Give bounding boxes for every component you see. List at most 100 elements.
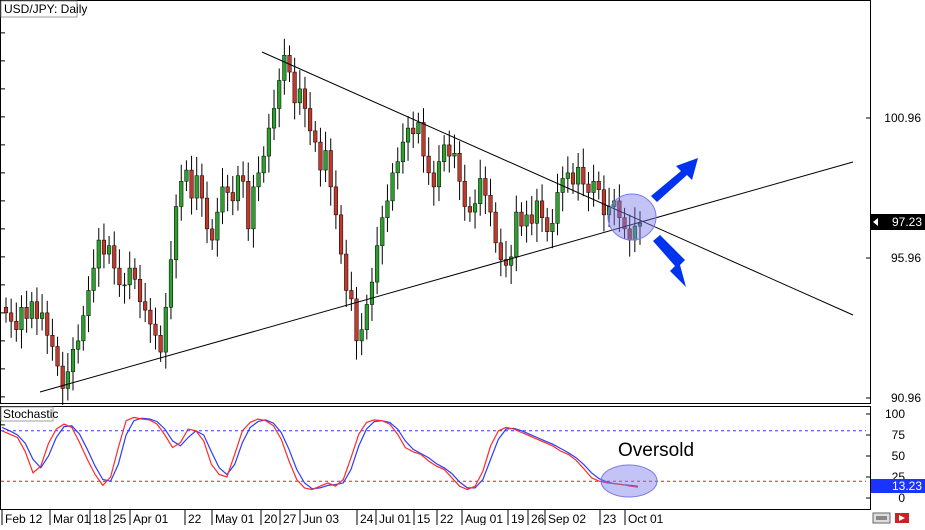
- scroll-icon[interactable]: [872, 512, 891, 524]
- current-price: 97.23: [892, 215, 922, 229]
- candle-body: [498, 242, 503, 260]
- candle-body: [452, 153, 457, 157]
- up-arrow-icon: [651, 158, 698, 202]
- candle-body: [158, 335, 163, 353]
- candle-body: [225, 186, 230, 193]
- oversold-highlight: [600, 464, 658, 498]
- candle-body: [65, 371, 70, 389]
- candle-body: [359, 329, 364, 342]
- chart-title: USD/JPY: Daily: [4, 2, 87, 16]
- candle-body: [127, 267, 132, 286]
- candle-body: [112, 245, 117, 269]
- candle-body: [395, 161, 400, 174]
- candle-body: [529, 214, 534, 224]
- candle-body: [132, 267, 137, 280]
- time-tick-label: Jul 01: [379, 512, 411, 525]
- price-tick-label: 100.96: [884, 111, 921, 125]
- candle-body: [189, 169, 194, 199]
- candle-body: [148, 309, 153, 325]
- stoch-tick-label: 50: [892, 449, 906, 463]
- time-tick-label: 22: [440, 512, 454, 525]
- candle-body: [570, 172, 576, 185]
- candle-body: [308, 108, 313, 132]
- stoch-current-value: 13.23: [892, 479, 922, 493]
- time-tick-label: Feb 12: [5, 512, 43, 525]
- candle-body: [230, 192, 235, 202]
- candle-body: [400, 141, 405, 162]
- time-tick-label: Mar 01: [53, 512, 91, 525]
- time-tick-label: 22: [188, 512, 202, 525]
- candle-body: [122, 284, 127, 287]
- candle-body: [380, 217, 385, 246]
- shift-right-icon[interactable]: [895, 513, 909, 523]
- current-price-tag: 97.23: [871, 214, 925, 230]
- candle-body: [318, 141, 323, 171]
- candle-body: [483, 178, 488, 196]
- time-tick-label: 26: [531, 512, 545, 525]
- candle-body: [617, 200, 622, 218]
- candle-body: [478, 178, 483, 204]
- candle-body: [473, 203, 478, 213]
- candle-body: [540, 200, 545, 218]
- candle-body: [70, 349, 76, 372]
- time-tick-label: 23: [603, 512, 617, 525]
- candle-body: [261, 155, 266, 174]
- time-tick-label: 27: [283, 512, 297, 525]
- candle-body: [565, 172, 570, 179]
- candle-body: [488, 195, 493, 213]
- candle-body: [45, 312, 50, 336]
- candle-body: [622, 217, 627, 230]
- support-trendline: [39, 161, 854, 393]
- time-tick-label: Oct 01: [628, 512, 664, 525]
- candle-body: [596, 181, 601, 190]
- candle-body: [163, 307, 168, 353]
- price-axis: 90.96 95.96 100.96: [0, 32, 921, 426]
- candle-body: [101, 239, 106, 255]
- candle-body: [107, 245, 112, 255]
- candle-body: [143, 301, 148, 311]
- candle-body: [405, 127, 411, 143]
- candle-body: [9, 312, 14, 322]
- candle-body: [251, 186, 256, 230]
- candle-body: [545, 217, 550, 232]
- candle-body: [91, 267, 96, 291]
- candle-body: [411, 127, 416, 134]
- candle-body: [40, 312, 45, 319]
- candle-body: [174, 206, 179, 260]
- candle-body: [534, 200, 539, 224]
- candle-body: [349, 290, 354, 300]
- trendlines: [39, 51, 854, 393]
- breakout-highlight: [607, 193, 657, 241]
- stoch-panel-frame: [0, 406, 871, 510]
- candle-body: [601, 189, 606, 216]
- candle-body: [50, 335, 55, 347]
- candle-body: [292, 71, 297, 104]
- stoch-k-line: [1, 416, 639, 491]
- candle-body: [431, 172, 436, 188]
- candle-body: [266, 127, 271, 157]
- stoch-value-tag: 13.23: [871, 479, 925, 493]
- candle-body: [576, 167, 581, 185]
- candle-body: [137, 279, 143, 302]
- candle-body: [390, 172, 395, 202]
- candle-body: [421, 122, 426, 157]
- candle-body: [591, 181, 596, 193]
- candle-body: [34, 301, 39, 319]
- candle-body: [344, 253, 349, 291]
- candle-body: [179, 181, 184, 207]
- candle-body: [282, 55, 287, 81]
- price-panel-frame: [0, 0, 871, 404]
- price-tick-label: 95.96: [891, 251, 921, 265]
- candle-body: [442, 144, 447, 162]
- candle-body: [204, 197, 210, 230]
- candle-body: [514, 211, 519, 258]
- candle-body: [81, 315, 86, 342]
- candle-body: [210, 228, 215, 241]
- time-tick-label: Aug 01: [465, 512, 503, 525]
- candle-body: [581, 167, 586, 185]
- price-tick-label: 90.96: [891, 391, 921, 405]
- time-tick-label: 24: [360, 512, 374, 525]
- candle-body: [447, 144, 452, 157]
- candle-body: [215, 211, 220, 241]
